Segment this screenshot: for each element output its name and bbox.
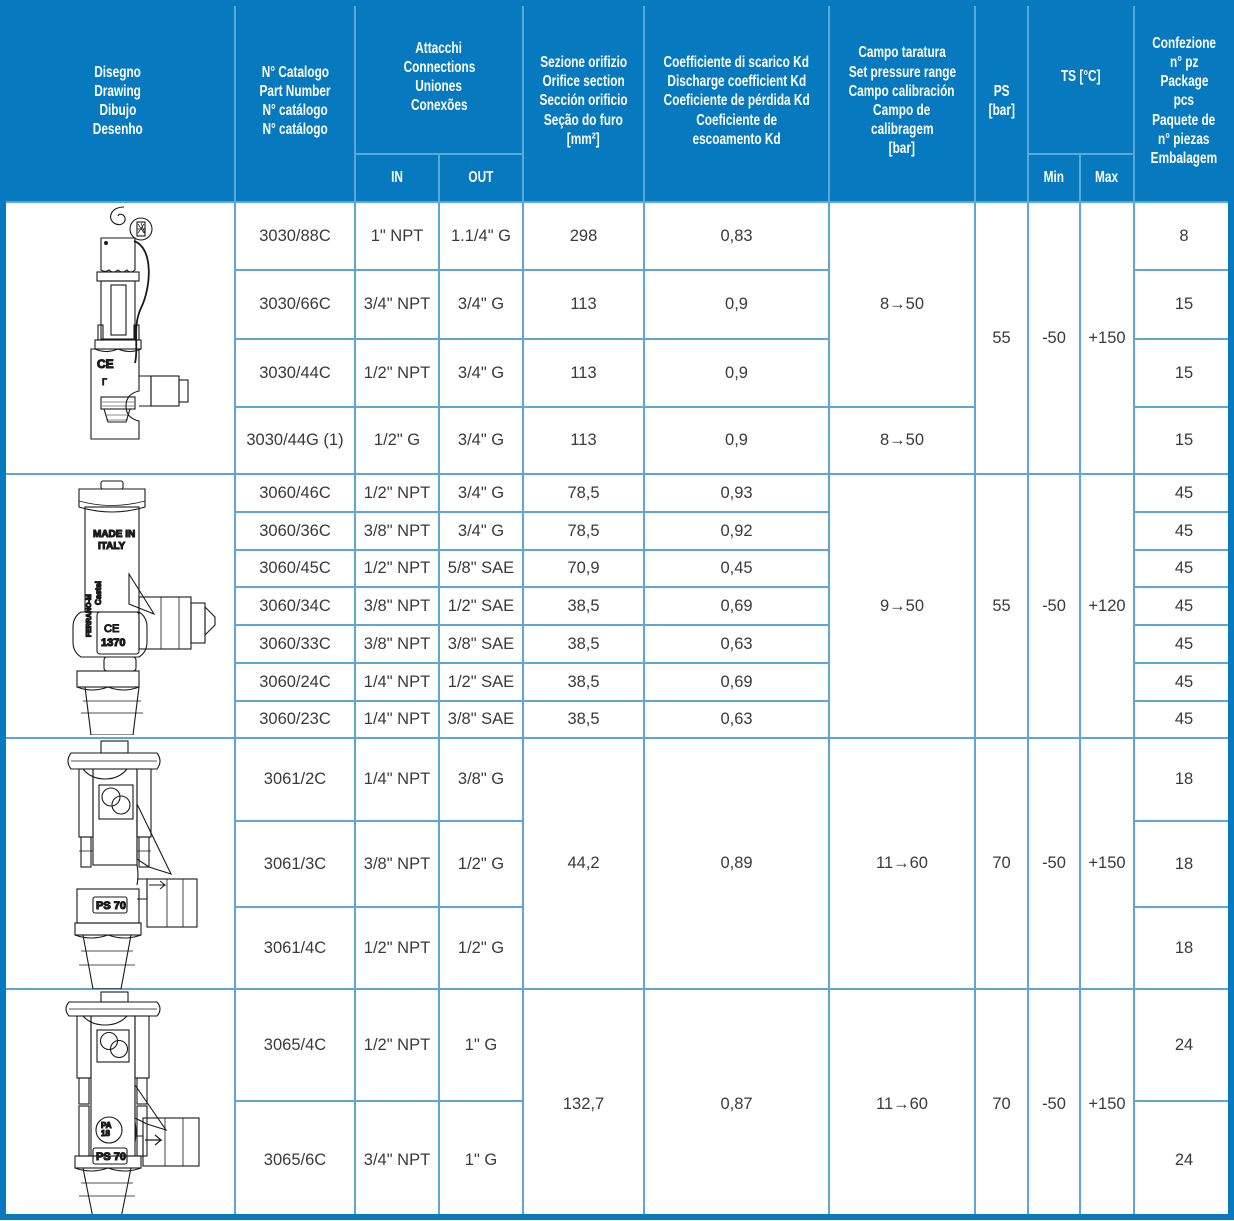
svg-text:ITALY: ITALY <box>98 541 126 552</box>
svg-text:18: 18 <box>101 1129 110 1138</box>
svg-text:1370: 1370 <box>101 637 125 649</box>
svg-text:PS 70: PS 70 <box>96 1151 126 1163</box>
svg-text:Γ: Γ <box>102 377 107 387</box>
svg-text:PS 70: PS 70 <box>96 900 126 912</box>
svg-text:Castel: Castel <box>94 581 103 605</box>
svg-text:CE: CE <box>97 357 114 371</box>
svg-text:FERRANO-M: FERRANO-M <box>86 594 93 637</box>
svg-text:CE: CE <box>104 623 119 635</box>
svg-text:MADE IN: MADE IN <box>93 529 135 540</box>
